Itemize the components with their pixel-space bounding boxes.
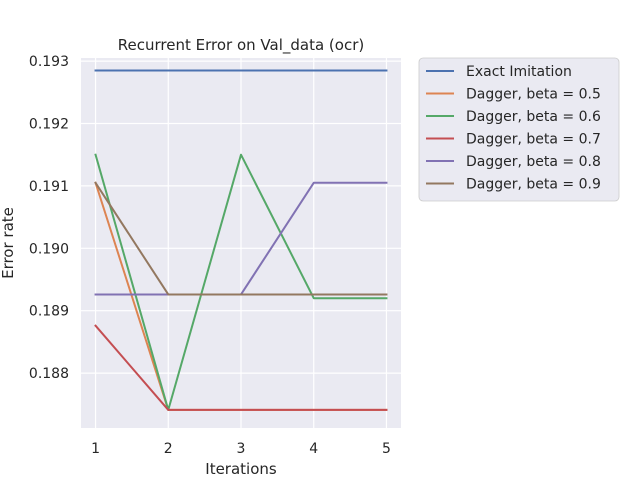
x-axis-label: Iterations [205, 460, 277, 478]
series-lines [94, 69, 388, 411]
legend-entry-label: Dagger, beta = 0.9 [466, 177, 601, 193]
chart-title: Recurrent Error on Val_data (ocr) [118, 36, 364, 55]
legend-entry-label: Dagger, beta = 0.5 [466, 87, 601, 103]
series-line-2 [94, 153, 388, 411]
y-tick-label: 0.189 [29, 304, 69, 320]
legend-entry-label: Dagger, beta = 0.6 [466, 109, 601, 125]
y-axis-ticks: 0.188 0.189 0.190 0.191 0.192 0.193 [29, 54, 69, 382]
y-tick-label: 0.190 [29, 241, 69, 257]
x-tick-label: 4 [309, 441, 318, 457]
grid-lines [81, 58, 401, 428]
x-tick-label: 1 [91, 441, 100, 457]
legend-entry-label: Dagger, beta = 0.8 [466, 154, 601, 170]
legend-entry-label: Exact Imitation [466, 64, 572, 80]
y-tick-label: 0.188 [29, 366, 69, 382]
x-tick-label: 2 [164, 441, 173, 457]
y-tick-label: 0.192 [29, 117, 69, 133]
y-tick-label: 0.191 [29, 179, 69, 195]
series-line-5 [94, 181, 388, 296]
x-tick-label: 5 [382, 441, 391, 457]
legend-box [418, 57, 620, 202]
legend: Exact Imitation Dagger, beta = 0.5 Dagger,… [418, 57, 620, 202]
x-tick-label: 3 [237, 441, 246, 457]
series-line-3 [94, 324, 388, 411]
y-tick-label: 0.193 [29, 54, 69, 70]
legend-entry-label: Dagger, beta = 0.7 [466, 132, 601, 148]
y-axis-label: Error rate [0, 207, 17, 279]
x-axis-ticks: 1 2 3 4 5 [91, 441, 391, 457]
